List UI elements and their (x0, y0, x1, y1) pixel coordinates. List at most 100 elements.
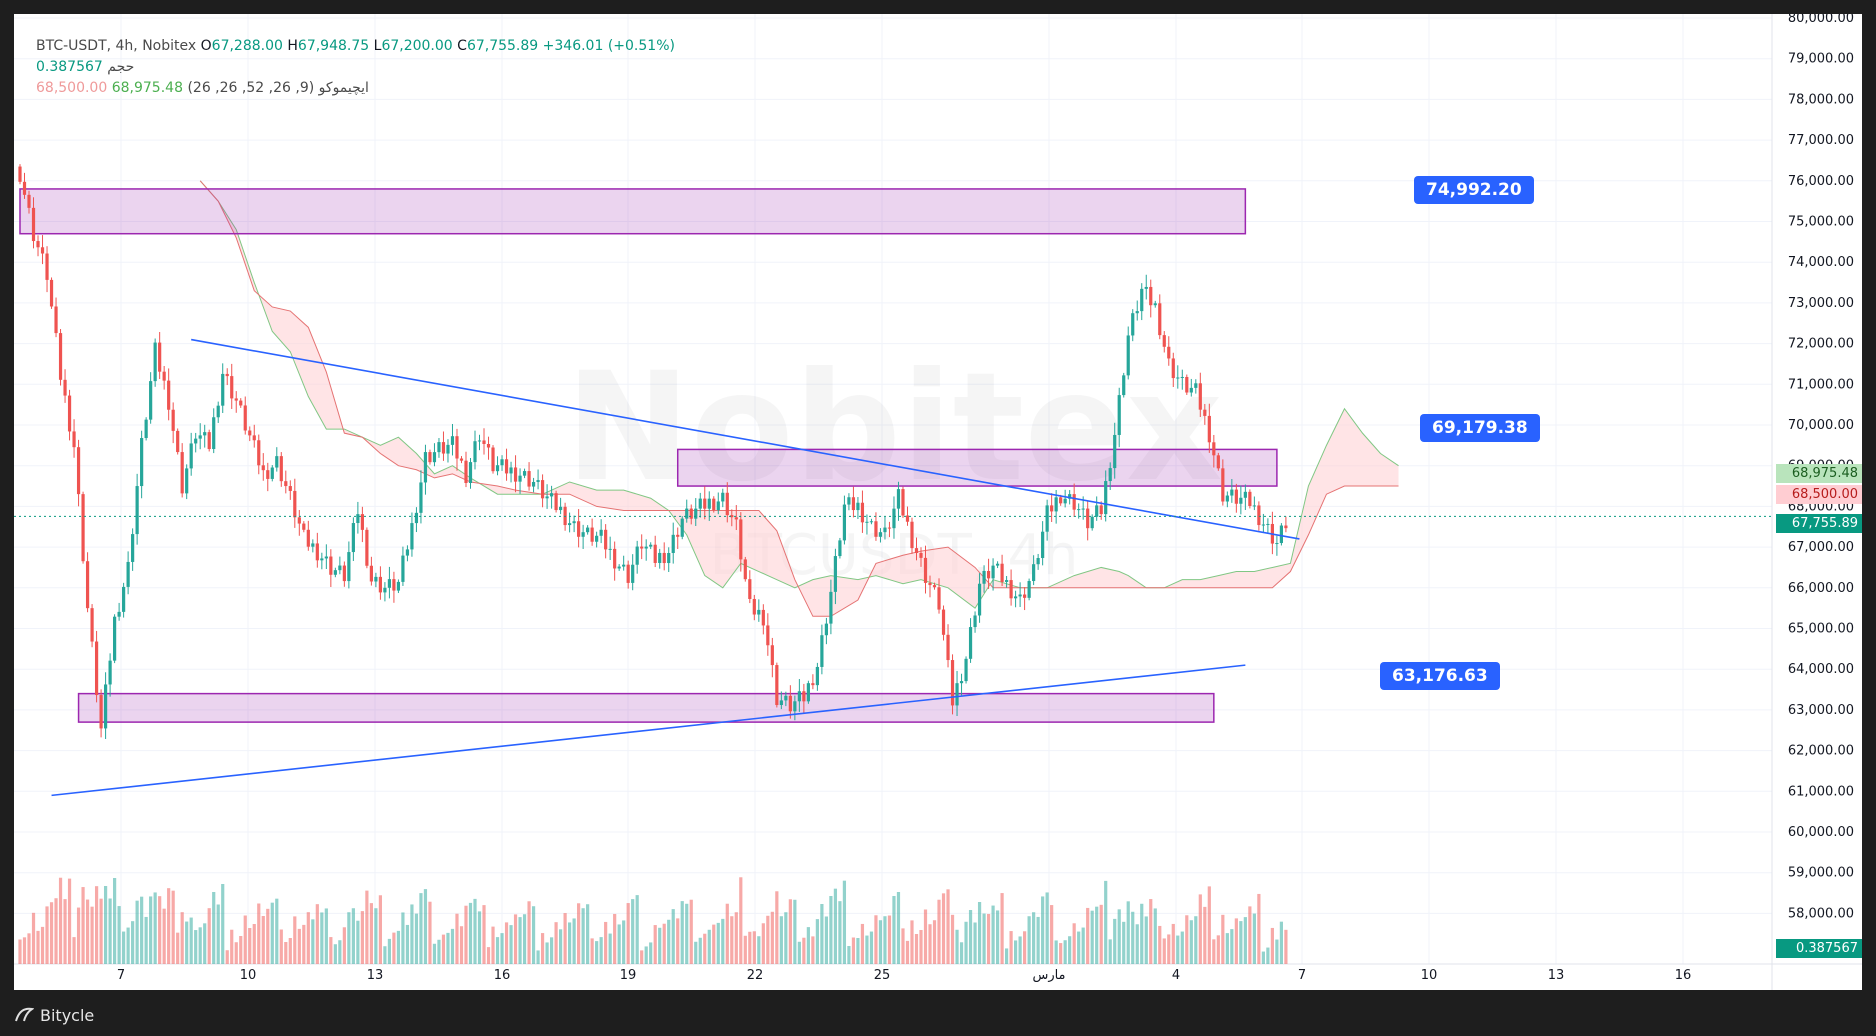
candle-body (545, 496, 549, 499)
candle-body (63, 379, 67, 396)
candle-body (419, 482, 423, 513)
y-tick-label: 59,000.00 (1788, 866, 1854, 881)
y-tick-label: 63,000.00 (1788, 703, 1854, 718)
candle-body (306, 529, 310, 547)
volume-bar (212, 892, 216, 964)
candle-body (297, 517, 301, 524)
volume-bar (1054, 940, 1058, 964)
candle-body (1207, 415, 1211, 443)
candlestick-chart[interactable]: 80,000.00 79,000.00 78,000.00 77,000.00 76,0… (14, 14, 1862, 990)
volume-bar (1185, 915, 1189, 964)
volume-bar (1131, 911, 1135, 964)
volume-bar (1243, 917, 1247, 964)
candle-body (973, 615, 977, 628)
candle-body (554, 493, 558, 511)
volume-bar (545, 942, 549, 964)
candle-body (131, 534, 135, 562)
volume-bar (725, 903, 729, 964)
x-tick-label: 13 (1548, 968, 1565, 983)
candle-body (103, 684, 108, 729)
candle-body (1126, 335, 1130, 376)
volume-bar (293, 916, 297, 964)
legend-symbol[interactable]: BTC-USDT, 4h, Nobitex (36, 38, 197, 54)
volume-bar (950, 914, 955, 964)
candle-body (1072, 494, 1076, 510)
candle-body (1117, 395, 1121, 435)
volume-bar (194, 930, 198, 964)
volume-bar (896, 892, 901, 964)
candle-body (49, 279, 54, 307)
candle-body (1086, 508, 1090, 529)
volume-bar (1221, 914, 1225, 964)
volume-bar (180, 912, 184, 964)
volume-bar (351, 908, 355, 964)
candle-body (1059, 497, 1063, 504)
candle-body (775, 665, 779, 706)
candle-body (689, 508, 693, 519)
candle-body (207, 432, 211, 450)
candle-body (54, 306, 58, 334)
legend-ichimoku-label[interactable]: ایچیموکو (9, 26, 52, 26, 26) (187, 80, 369, 96)
volume-bar (559, 929, 563, 964)
candle-body (707, 498, 711, 509)
candle-body (126, 561, 130, 587)
candle-body (1090, 516, 1094, 529)
footer-brand[interactable]: Bitycle (40, 1005, 95, 1025)
candle-body (640, 546, 644, 549)
legend-volume-label[interactable]: حجم (107, 59, 135, 75)
volume-bar (874, 915, 878, 964)
candle-body (522, 471, 527, 476)
volume-bar (1045, 892, 1049, 964)
candle-body (261, 465, 265, 471)
volume-bar (1018, 936, 1022, 964)
volume-bar (81, 887, 85, 964)
candle-body (40, 247, 45, 254)
volume-bar (1059, 943, 1063, 964)
candle-body (450, 436, 455, 445)
volume-bar (743, 935, 747, 964)
candle-body (581, 532, 585, 537)
candle-body (892, 508, 896, 529)
span-b-price-label: 68,500.00 (1776, 485, 1862, 504)
volume-bar (36, 930, 40, 964)
volume-bar (716, 922, 720, 964)
candle-body (284, 481, 288, 487)
volume-bar (1068, 936, 1072, 964)
volume-bar (793, 899, 797, 964)
volume-bar (1176, 935, 1180, 964)
price-callout-top[interactable]: 74,992.20 (1414, 176, 1534, 204)
volume-bar (49, 902, 54, 964)
volume-bar (203, 923, 207, 964)
candle-body (513, 467, 518, 482)
trendline (191, 338, 1300, 540)
candle-body (149, 381, 153, 420)
volume-price-label: 0.387567 (1776, 939, 1862, 958)
volume-bar (1257, 893, 1261, 964)
chart-area[interactable]: 80,000.00 79,000.00 78,000.00 77,000.00 76,0… (14, 14, 1862, 990)
x-tick-label: 19 (620, 968, 637, 983)
candle-body (518, 475, 522, 482)
candle-body (842, 504, 847, 541)
y-tick-label: 74,000.00 (1788, 255, 1854, 270)
price-callout-low[interactable]: 63,176.63 (1380, 662, 1500, 690)
price-callout-mid[interactable]: 69,179.38 (1420, 414, 1540, 442)
legend-low-label: L (373, 38, 382, 54)
volume-bar (1009, 931, 1013, 964)
legend-high: 67,948.75 (297, 38, 370, 54)
volume-bar (811, 936, 815, 964)
candle-body (1261, 524, 1265, 526)
candle-body (1054, 497, 1058, 512)
candle-body (919, 553, 923, 558)
candle-body (275, 456, 279, 468)
ichimoku-span-b (199, 180, 1399, 617)
candle-body (221, 373, 225, 406)
candle-body (860, 502, 865, 523)
volume-bar (40, 926, 45, 964)
volume-bar (1180, 931, 1184, 964)
volume-bar (176, 932, 180, 964)
x-tick-label: مارس (1032, 968, 1065, 983)
volume-bar (802, 937, 806, 964)
candle-body (1284, 525, 1288, 529)
volume-bar (842, 880, 847, 964)
volume-bar (117, 906, 121, 964)
